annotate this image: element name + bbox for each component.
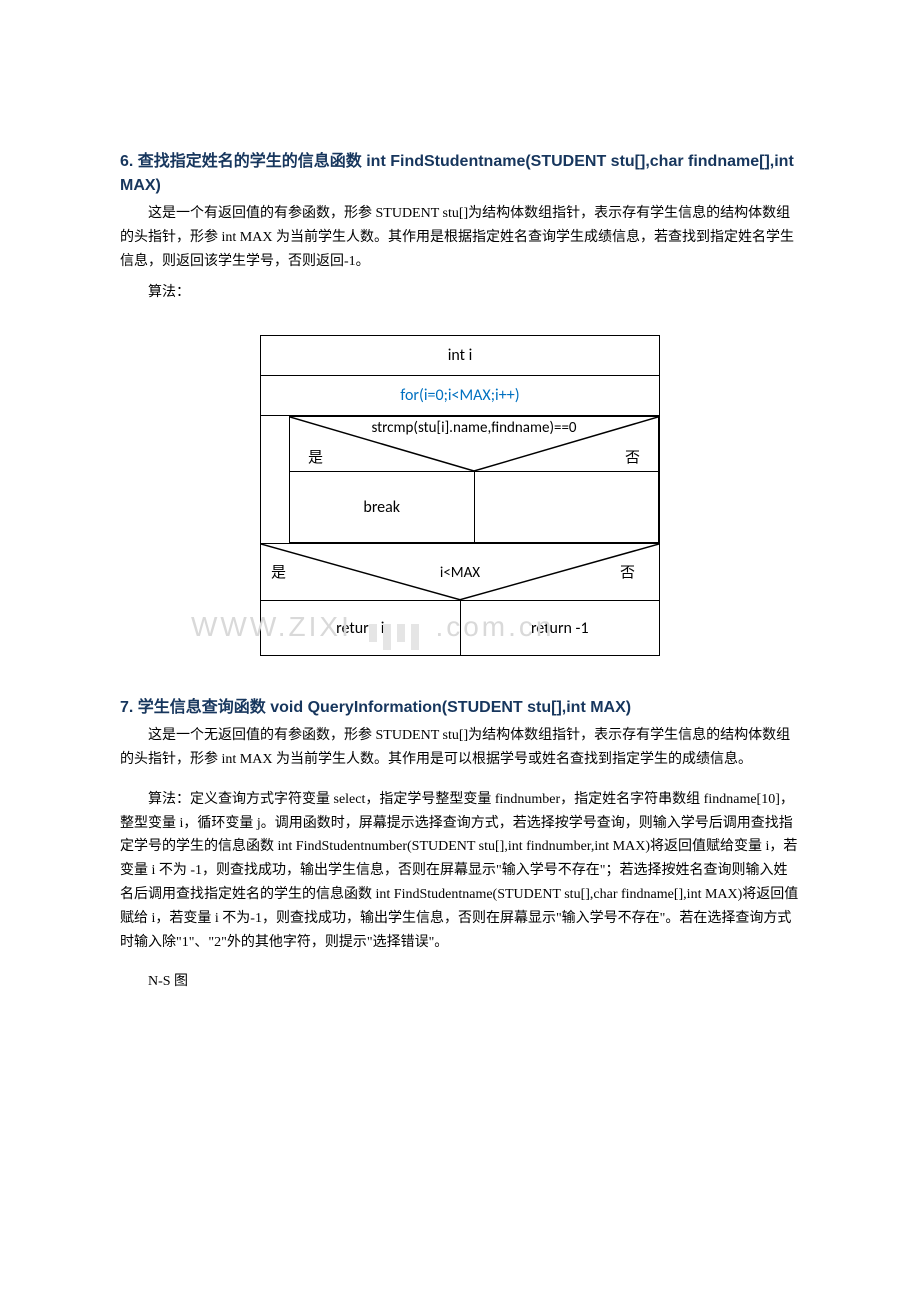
section-7-heading: 7. 学生信息查询函数 void QueryInformation(STUDEN… [120, 696, 800, 720]
section-7-ns-label: N-S 图 [120, 970, 800, 994]
ns-return-neg1: return -1 [461, 601, 660, 655]
ns-empty-cell [475, 472, 659, 542]
ns-no-1: 否 [625, 446, 640, 467]
ns-diagram: int i for(i=0;i<MAX;i++) strcmp(stu[i].n… [260, 335, 660, 656]
ns-row-int-i: int i [260, 335, 660, 375]
ns-branch-strcmp: strcmp(stu[i].name,findname)==0 是 否 [289, 416, 659, 471]
ns-return-i: return i [261, 601, 461, 655]
section-6-para-1: 这是一个有返回值的有参函数，形参 STUDENT stu[]为结构体数组指针，表… [120, 202, 800, 273]
ns-no-2: 否 [620, 561, 635, 582]
ns-row-for: for(i=0;i<MAX;i++) [260, 375, 660, 415]
ns-yes-2: 是 [271, 561, 286, 582]
ns-loop-body: strcmp(stu[i].name,findname)==0 是 否 brea… [260, 415, 660, 543]
ns-break-row: break [289, 471, 659, 542]
document-page: 6. 查找指定姓名的学生的信息函数 int FindStudentname(ST… [0, 0, 920, 1302]
ns-cond-strcmp: strcmp(stu[i].name,findname)==0 [290, 419, 658, 437]
ns-return-row: return i return -1 WWW.ZIXI .com.cn [260, 600, 660, 656]
section-7-para-2: 算法：定义查询方式字符变量 select，指定学号整型变量 findnumber… [120, 788, 800, 955]
section-7-para-1: 这是一个无返回值的有参函数，形参 STUDENT stu[]为结构体数组指针，表… [120, 724, 800, 772]
ns-branch-iltmax: i<MAX 是 否 [260, 543, 660, 600]
ns-break-cell: break [290, 472, 475, 542]
ns-cond-iltmax: i<MAX [261, 564, 659, 582]
section-6-heading: 6. 查找指定姓名的学生的信息函数 int FindStudentname(ST… [120, 150, 800, 198]
ns-yes-1: 是 [308, 446, 323, 467]
section-6-algorithm-label: 算法： [120, 281, 800, 305]
